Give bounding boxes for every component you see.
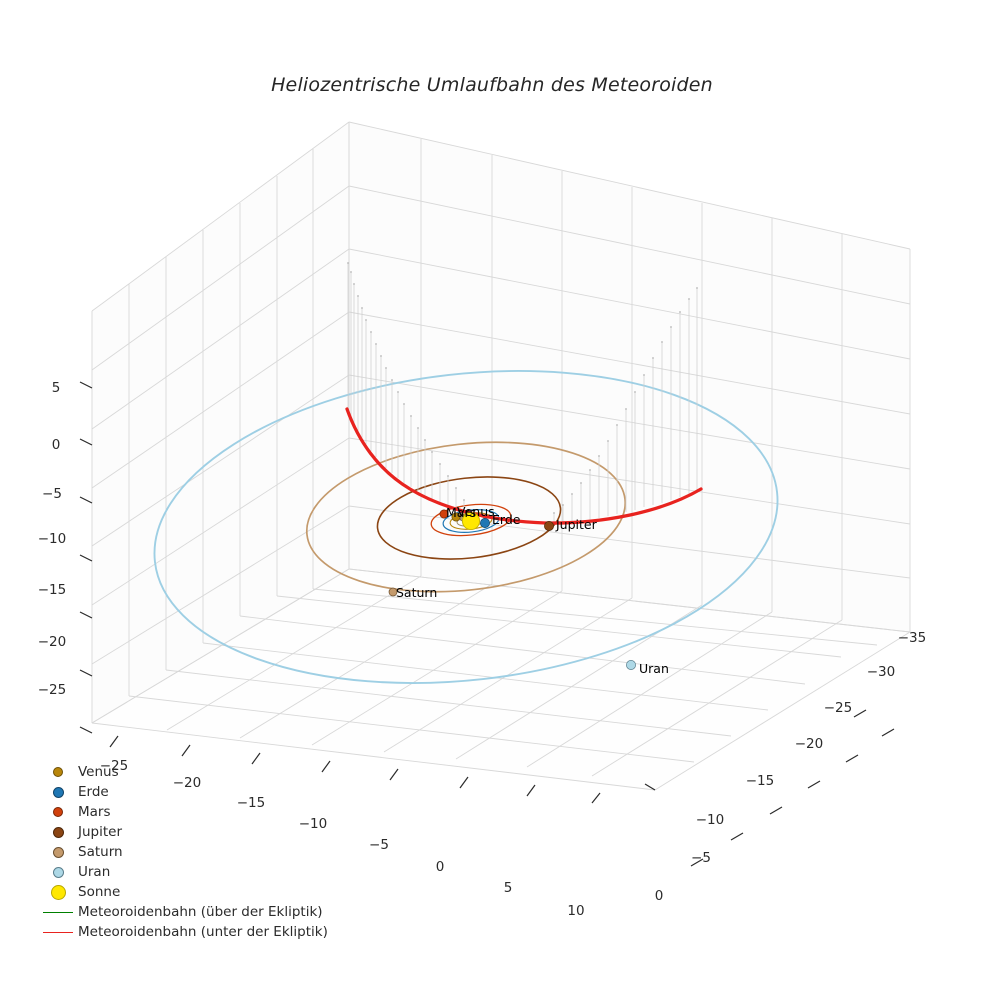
x-tick-7: 10 <box>567 903 584 919</box>
legend-item-saturn[interactable]: Saturn <box>38 842 368 862</box>
label-venus: Venus <box>457 504 495 519</box>
jupiter-marker-icon <box>38 826 78 838</box>
y-tick-6: −30 <box>867 664 896 680</box>
legend-item-erde[interactable]: Erde <box>38 782 368 802</box>
legend-label-jupiter: Jupiter <box>78 824 123 840</box>
sonne-marker-icon <box>38 884 78 900</box>
x-tick-4: −5 <box>369 837 389 853</box>
legend: Venus Erde Mars Jupiter Saturn <box>38 762 368 942</box>
legend-item-uran[interactable]: Uran <box>38 862 368 882</box>
x-axis: −25 −20 −15 −10 −5 0 5 10 <box>100 735 601 919</box>
z-tick-0: 5 <box>52 380 61 396</box>
z-tick-2: −5 <box>42 486 62 502</box>
body-erde <box>480 518 490 528</box>
mars-marker-icon <box>38 807 78 817</box>
y-tick-0: 0 <box>655 888 664 904</box>
legend-label-uran: Uran <box>78 864 111 880</box>
label-mars: Mars <box>446 505 476 520</box>
body-venus <box>451 512 461 522</box>
x-tick-1: −20 <box>173 775 202 791</box>
body-sonne <box>461 511 481 531</box>
green-line-icon <box>38 911 78 913</box>
x-tick-6: 5 <box>504 880 513 896</box>
uran-marker-icon <box>38 866 78 878</box>
legend-item-track-below[interactable]: Meteoroidenbahn (unter der Ekliptik) <box>38 922 368 942</box>
x-tick-5: 0 <box>436 859 445 875</box>
z-tick-6: −25 <box>38 682 67 698</box>
red-line-icon <box>38 931 78 933</box>
y-tick-1: −5 <box>691 850 711 866</box>
orbit-jupiter <box>376 476 562 560</box>
meteoroid-trajectory <box>345 407 703 525</box>
legend-label-venus: Venus <box>78 764 119 780</box>
legend-label-erde: Erde <box>78 784 109 800</box>
stem-lines-right <box>553 287 698 523</box>
legend-label-sonne: Sonne <box>78 884 121 900</box>
label-uran: Uran <box>639 661 669 676</box>
legend-item-track-above[interactable]: Meteoroidenbahn (über der Ekliptik) <box>38 902 368 922</box>
venus-marker-icon <box>38 767 78 777</box>
label-saturn: Saturn <box>396 585 437 600</box>
page-title: Heliozentrische Umlaufbahn des Meteoroid… <box>271 74 713 96</box>
y-tick-3: −15 <box>746 773 775 789</box>
body-labels: Mars Venus Erde Jupiter Saturn Uran <box>396 504 669 676</box>
planet-orbits <box>153 370 779 684</box>
body-jupiter <box>544 521 554 531</box>
celestial-bodies <box>388 509 636 670</box>
y-tick-7: −35 <box>898 630 927 646</box>
axes-panes <box>92 122 910 790</box>
z-tick-4: −15 <box>38 582 67 598</box>
x-tick-3: −10 <box>299 816 328 832</box>
legend-label-saturn: Saturn <box>78 844 123 860</box>
label-jupiter: Jupiter <box>555 517 598 532</box>
body-mars <box>439 509 449 519</box>
y-tick-4: −20 <box>795 736 824 752</box>
saturn-marker-icon <box>38 846 78 858</box>
z-axis: 5 0 −5 −10 −15 −20 −25 <box>38 380 93 734</box>
legend-item-mars[interactable]: Mars <box>38 802 368 822</box>
orbit-uran <box>153 370 779 684</box>
x-tick-2: −15 <box>237 795 266 811</box>
y-tick-2: −10 <box>696 812 725 828</box>
legend-item-venus[interactable]: Venus <box>38 762 368 782</box>
legend-label-track-below: Meteoroidenbahn (unter der Ekliptik) <box>78 924 328 940</box>
z-tick-5: −20 <box>38 634 67 650</box>
legend-item-jupiter[interactable]: Jupiter <box>38 822 368 842</box>
z-tick-3: −10 <box>38 531 67 547</box>
axes-gridlines <box>91 121 911 791</box>
orbit-mars <box>430 503 512 537</box>
body-uran <box>626 660 636 670</box>
x-tick-0: −25 <box>100 758 129 774</box>
y-axis: 0 −5 −10 −15 −20 −25 −30 −35 <box>644 630 927 904</box>
legend-label-track-above: Meteoroidenbahn (über der Ekliptik) <box>78 904 323 920</box>
label-erde: Erde <box>492 512 521 527</box>
erde-marker-icon <box>38 786 78 798</box>
legend-label-mars: Mars <box>78 804 111 820</box>
z-tick-1: 0 <box>52 437 61 453</box>
orbit-saturn <box>305 441 627 593</box>
y-tick-5: −25 <box>824 700 853 716</box>
body-saturn <box>388 587 398 597</box>
legend-item-sonne[interactable]: Sonne <box>38 882 368 902</box>
